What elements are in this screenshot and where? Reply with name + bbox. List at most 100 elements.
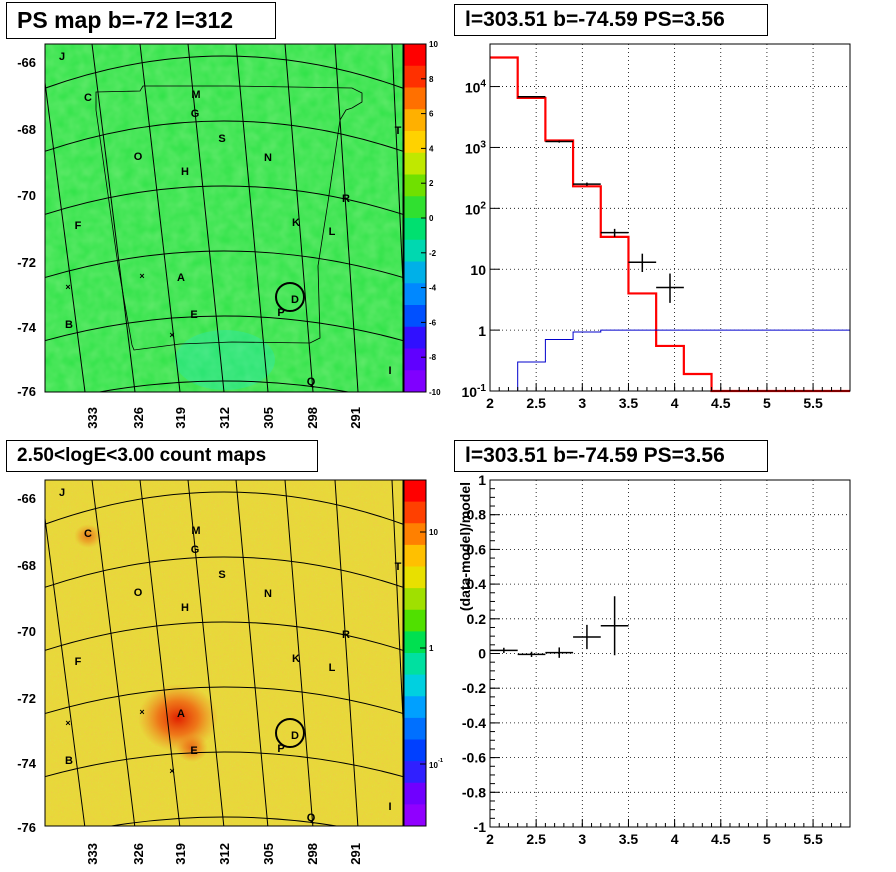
y-tick-label: -66 bbox=[17, 491, 36, 506]
colorbar-segment bbox=[404, 109, 426, 132]
y-tick-label: -66 bbox=[17, 55, 36, 70]
x-tick-label: 291 bbox=[348, 407, 363, 429]
latitude-line bbox=[45, 120, 403, 152]
colorbar-segment bbox=[404, 261, 426, 284]
residual-figure: 2 2.5 3 3.5 4 4.5 5 5.5 -1 -0.8 -0.6 -0.4 -0.2 0 0.2 0.… bbox=[457, 472, 851, 847]
ps-map-title: PS map b=-72 l=312 bbox=[6, 2, 276, 39]
source-label: T bbox=[395, 561, 402, 573]
colorbar-tick-label: 4 bbox=[429, 144, 434, 153]
longitude-line bbox=[139, 480, 181, 826]
colorbar-tick-label: 10 bbox=[429, 528, 438, 537]
latitude-line bbox=[45, 491, 403, 525]
x-tick-label: 5.5 bbox=[803, 395, 823, 411]
source-label: Q bbox=[307, 376, 316, 388]
longitude-line bbox=[139, 44, 181, 392]
longitude-line bbox=[334, 480, 359, 826]
y-axis-label: (data-model)/model bbox=[457, 482, 473, 611]
latitude-line bbox=[45, 686, 403, 715]
latitude-line bbox=[45, 185, 403, 215]
longitude-line bbox=[235, 44, 269, 392]
y-tick-label: -0.6 bbox=[462, 750, 486, 766]
colorbar-segment bbox=[404, 609, 426, 632]
plot-background bbox=[490, 44, 850, 391]
colorbar-segment bbox=[404, 65, 426, 88]
y-tick-label: -76 bbox=[17, 384, 36, 399]
count-map-title: 2.50<logE<3.00 count maps bbox=[6, 440, 318, 472]
y-tick-label: -0.8 bbox=[462, 784, 486, 800]
source-label: B bbox=[65, 755, 73, 767]
colorbar-segment bbox=[404, 283, 426, 306]
source-label: I bbox=[388, 365, 391, 377]
cross-marker: × bbox=[139, 271, 144, 281]
roi-outline bbox=[95, 85, 363, 351]
colorbar-tick-label: -2 bbox=[429, 249, 437, 258]
x-tick-label: 291 bbox=[348, 843, 363, 865]
source-label: C bbox=[84, 92, 92, 104]
source-label: R bbox=[342, 193, 350, 205]
x-tick-label: 326 bbox=[131, 407, 146, 429]
x-tick-label: 4.5 bbox=[711, 831, 731, 847]
cross-marker: × bbox=[65, 282, 70, 292]
source-label: S bbox=[218, 569, 225, 581]
colorbar-segment bbox=[404, 804, 426, 827]
latitude-line bbox=[45, 55, 403, 89]
y-tick-label: -70 bbox=[17, 188, 36, 203]
x-tick-label: 298 bbox=[305, 843, 320, 865]
x-tick-label: 3.5 bbox=[619, 395, 639, 411]
source-label: D bbox=[291, 294, 299, 306]
source-label: E bbox=[190, 745, 197, 757]
source-label: R bbox=[342, 629, 350, 641]
colorbar-segment bbox=[404, 326, 426, 349]
y-tick-label: 0.4 bbox=[467, 576, 487, 592]
x-tick-label: 3.5 bbox=[619, 831, 639, 847]
colorbar-segment bbox=[404, 501, 426, 524]
latitude-line bbox=[45, 556, 403, 588]
colorbar-segment bbox=[404, 44, 426, 67]
colorbar-segment bbox=[404, 239, 426, 262]
colorbar-segment bbox=[404, 739, 426, 762]
colorbar-segment bbox=[404, 696, 426, 719]
colorbar-segment bbox=[404, 348, 426, 371]
latitude-line bbox=[45, 250, 403, 279]
source-label: N bbox=[264, 588, 272, 600]
colorbar-segment bbox=[404, 131, 426, 154]
residual-panel: 2 2.5 3 3.5 4 4.5 5 5.5 -1 -0.8 -0.6 -0.4 -0.2 0 0.2 0.… bbox=[448, 436, 896, 872]
count-map-figure: 10 1 10-1 -66 -68 -70 -72 -74 -76 333 326 319 312 30… bbox=[17, 479, 444, 865]
source-label: H bbox=[181, 166, 189, 178]
source-label: I bbox=[388, 801, 391, 813]
colorbar-segment bbox=[404, 174, 426, 197]
longitude-line bbox=[391, 480, 403, 731]
source-label: S bbox=[218, 133, 225, 145]
ps-map-figure: 10 8 6 4 2 0 -2 -4 -6 -8 -10 -66 -68 -70 -72 -74 -76 333… bbox=[0, 40, 441, 429]
colorbar-segment bbox=[404, 305, 426, 328]
y-tick-label: -72 bbox=[17, 255, 36, 270]
colorbar-segment bbox=[404, 480, 426, 503]
source-label: G bbox=[191, 544, 200, 556]
source-label: O bbox=[134, 587, 143, 599]
cross-marker: × bbox=[169, 766, 174, 776]
longitude-line bbox=[187, 480, 225, 826]
source-label: F bbox=[75, 220, 82, 232]
source-label: H bbox=[181, 602, 189, 614]
y-tick-label: 103 bbox=[465, 139, 487, 156]
y-tick-label: 0.6 bbox=[467, 541, 487, 557]
colorbar-tick-label: 10 bbox=[429, 40, 438, 49]
y-tick-label: 0 bbox=[478, 646, 486, 662]
colorbar-tick-label: 2 bbox=[429, 179, 434, 188]
plot-frame bbox=[489, 43, 851, 392]
cross-marker: × bbox=[139, 707, 144, 717]
colorbar-segment bbox=[404, 717, 426, 740]
colorbar-segment bbox=[404, 152, 426, 175]
x-tick-label: 312 bbox=[217, 407, 232, 429]
colorbar-segment bbox=[404, 218, 426, 241]
source-label: A bbox=[177, 708, 185, 720]
count-map-panel: 10 1 10-1 -66 -68 -70 -72 -74 -76 333 326 319 312 30… bbox=[0, 436, 448, 872]
longitude-line bbox=[235, 480, 269, 826]
colorbar-frame bbox=[403, 479, 427, 827]
longitude-line bbox=[0, 44, 30, 392]
colorbar-segment bbox=[404, 196, 426, 219]
y-tick-label: 0.2 bbox=[467, 611, 487, 627]
colorbar-segment bbox=[404, 87, 426, 110]
y-tick-label: -74 bbox=[17, 756, 37, 771]
colorbar-segment bbox=[404, 588, 426, 611]
